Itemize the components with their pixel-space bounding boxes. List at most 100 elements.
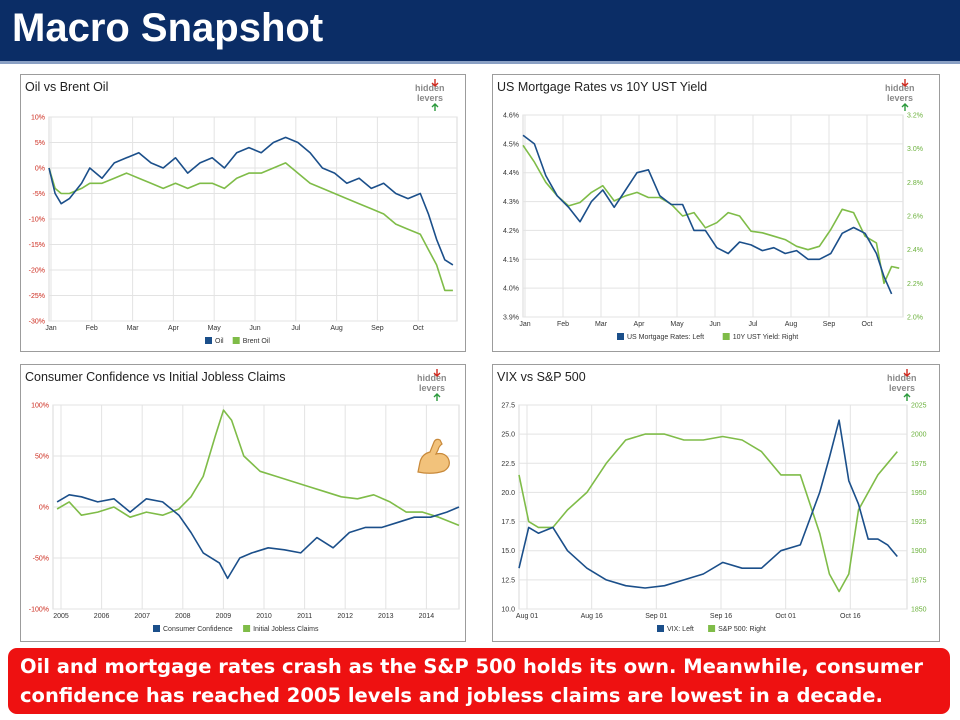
x-tick-label: Jul bbox=[749, 321, 758, 328]
logo-arrow-up-icon bbox=[433, 393, 441, 401]
x-tick-label: 2014 bbox=[419, 613, 435, 620]
logo-arrow-up-icon bbox=[901, 103, 909, 111]
y-tick-label: 5% bbox=[35, 140, 45, 147]
logo-text-top: hidden bbox=[417, 373, 447, 383]
x-tick-label: May bbox=[208, 325, 222, 332]
y-tick-label: 4.6% bbox=[503, 113, 519, 120]
legend-label: S&P 500: Right bbox=[718, 626, 766, 633]
y-tick-label: 4.1% bbox=[503, 257, 519, 264]
x-tick-label: 2010 bbox=[256, 613, 272, 620]
logo-text-bottom: levers bbox=[417, 93, 443, 103]
x-tick-label: Sep 16 bbox=[710, 613, 732, 620]
flexed-bicep-icon bbox=[412, 436, 454, 476]
y-tick-label-right: 2025 bbox=[911, 403, 927, 410]
y-tick-label: 4.4% bbox=[503, 170, 519, 177]
series-line bbox=[522, 134, 893, 295]
y-tick-label: 25.0 bbox=[501, 432, 515, 439]
chart-panel-confidence: Consumer Confidence vs Initial Jobless C… bbox=[20, 364, 466, 642]
x-tick-label: May bbox=[670, 321, 684, 328]
x-tick-label: Aug bbox=[785, 321, 798, 328]
y-tick-label: 12.5 bbox=[501, 577, 515, 584]
x-tick-label: Sep bbox=[371, 325, 384, 332]
logo-arrow-down-icon bbox=[433, 369, 441, 377]
y-tick-label: 4.3% bbox=[503, 199, 519, 206]
y-tick-label-right: 3.0% bbox=[907, 146, 923, 153]
y-tick-label: 15.0 bbox=[501, 548, 515, 555]
x-tick-label: 2005 bbox=[53, 613, 69, 620]
series-line bbox=[518, 433, 898, 593]
legend-label: US Mortgage Rates: Left bbox=[627, 334, 704, 341]
series-line bbox=[48, 162, 453, 292]
header-bar: Macro Snapshot bbox=[0, 0, 960, 64]
y-tick-label: 0% bbox=[35, 166, 45, 173]
legend-swatch bbox=[617, 333, 624, 340]
plot-area bbox=[518, 404, 908, 610]
logo-text-bottom: levers bbox=[889, 383, 915, 393]
summary-caption: Oil and mortgage rates crash as the S&P … bbox=[8, 648, 950, 714]
y-tick-label-right: 2000 bbox=[911, 432, 927, 439]
legend-label: 10Y UST Yield: Right bbox=[733, 334, 799, 341]
x-tick-label: Jan bbox=[519, 321, 530, 328]
y-tick-label-right: 1850 bbox=[911, 607, 927, 614]
x-tick-label: 2006 bbox=[94, 613, 110, 620]
logo-text-top: hidden bbox=[415, 83, 445, 93]
logo-text-top: hidden bbox=[887, 373, 917, 383]
x-tick-label: Aug 01 bbox=[516, 613, 538, 620]
x-tick-label: 2007 bbox=[134, 613, 150, 620]
y-tick-label: -25% bbox=[29, 293, 45, 300]
y-tick-label: 27.5 bbox=[501, 403, 515, 410]
legend-label: Oil bbox=[215, 338, 224, 345]
y-tick-label: 4.2% bbox=[503, 228, 519, 235]
logo-text-top: hidden bbox=[885, 83, 915, 93]
legend-label: Consumer Confidence bbox=[163, 626, 233, 633]
y-tick-label-right: 2.4% bbox=[907, 247, 923, 254]
legend-label: VIX: Left bbox=[667, 626, 694, 633]
y-tick-label: -30% bbox=[29, 319, 45, 326]
legend-swatch bbox=[243, 625, 251, 632]
chart-panel-vix: VIX vs S&P 500 hidden levers 27.5 25.0 22.5 20… bbox=[492, 364, 940, 642]
y-tick-label-right: 1925 bbox=[911, 519, 927, 526]
x-tick-label: Mar bbox=[127, 325, 140, 332]
x-tick-label: 2009 bbox=[216, 613, 232, 620]
x-tick-label: Apr bbox=[168, 325, 180, 332]
logo-text-bottom: levers bbox=[887, 93, 913, 103]
y-tick-label-right: 1975 bbox=[911, 461, 927, 468]
x-tick-label: Jun bbox=[249, 325, 260, 332]
series-line bbox=[56, 494, 460, 580]
logo-arrow-up-icon bbox=[431, 103, 439, 111]
y-tick-label: -100% bbox=[29, 607, 49, 614]
legend-swatch bbox=[657, 625, 664, 632]
x-tick-label: Oct bbox=[862, 321, 873, 328]
x-tick-label: Apr bbox=[634, 321, 646, 328]
y-tick-label-right: 1950 bbox=[911, 490, 927, 497]
page-title: Macro Snapshot bbox=[12, 6, 324, 50]
x-tick-label: Feb bbox=[557, 321, 569, 328]
logo-arrow-down-icon bbox=[431, 79, 439, 87]
x-tick-label: Jul bbox=[291, 325, 300, 332]
logo-arrow-down-icon bbox=[903, 369, 911, 377]
series-line bbox=[522, 144, 900, 285]
chart-title: VIX vs S&P 500 bbox=[497, 370, 586, 384]
y-tick-label-right: 2.2% bbox=[907, 281, 923, 288]
x-tick-label: Oct 01 bbox=[775, 613, 796, 620]
y-tick-label-right: 2.6% bbox=[907, 214, 923, 221]
y-tick-label: -20% bbox=[29, 268, 45, 275]
legend-label: Brent Oil bbox=[243, 338, 271, 345]
y-tick-label: 3.9% bbox=[503, 315, 519, 322]
x-tick-label: 2011 bbox=[297, 613, 312, 620]
chart-title: Oil vs Brent Oil bbox=[25, 80, 108, 94]
y-tick-label: 4.5% bbox=[503, 141, 519, 148]
chart-panel-mortgage: US Mortgage Rates vs 10Y UST Yield hidden… bbox=[492, 74, 940, 352]
x-tick-label: Feb bbox=[86, 325, 98, 332]
x-tick-label: 2012 bbox=[337, 613, 353, 620]
y-tick-label: 4.0% bbox=[503, 286, 519, 293]
y-tick-label: -15% bbox=[29, 242, 45, 249]
x-tick-label: 2008 bbox=[175, 613, 191, 620]
y-tick-label: 50% bbox=[35, 454, 49, 461]
x-tick-label: Mar bbox=[595, 321, 608, 328]
logo-arrow-down-icon bbox=[901, 79, 909, 87]
legend-swatch bbox=[205, 337, 212, 344]
y-tick-label-right: 2.8% bbox=[907, 180, 923, 187]
